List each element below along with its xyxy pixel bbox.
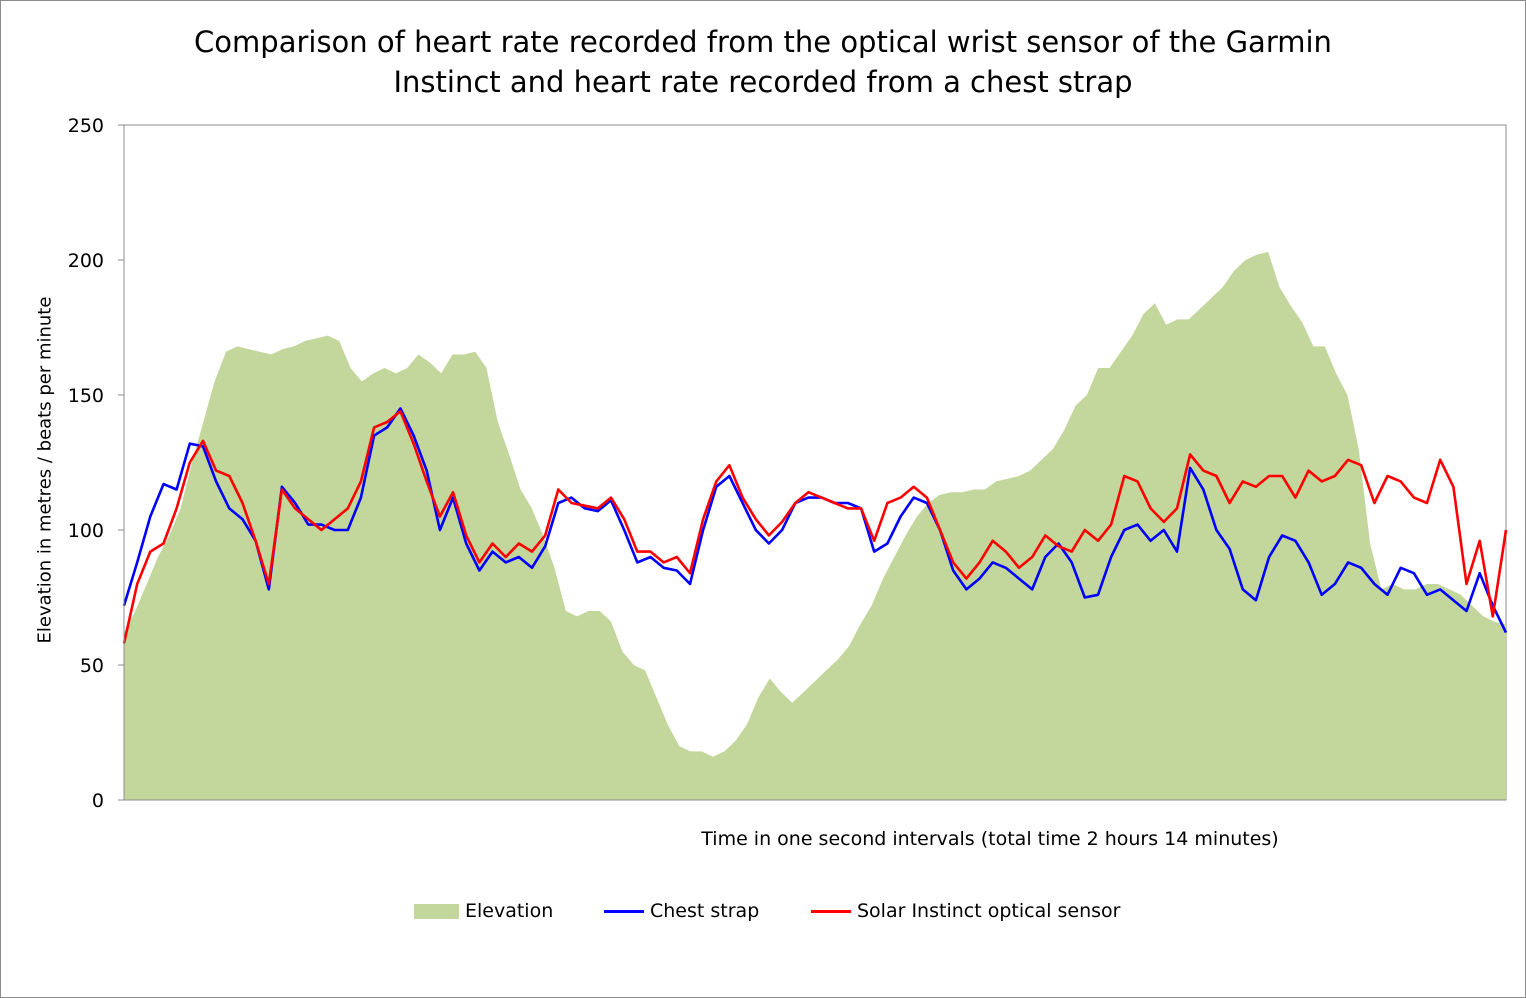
y-tick-label: 50	[80, 655, 104, 677]
legend-swatch-solar-instinct	[811, 909, 851, 913]
chart-title-line-1: Comparison of heart rate recorded from t…	[194, 25, 1332, 59]
legend: Elevation Chest strap Solar Instinct opt…	[0, 898, 1526, 928]
series-chest-strap-line	[122, 407, 1508, 634]
series-elevation-area	[124, 251, 1506, 800]
y-tick-label: 150	[68, 385, 104, 407]
legend-label-chest-strap: Chest strap	[650, 900, 760, 922]
y-tick-label: 100	[68, 520, 104, 542]
legend-swatch-elevation	[414, 903, 459, 919]
x-axis-label: Time in one second intervals (total time…	[701, 828, 1279, 850]
y-tick-label: 0	[92, 790, 104, 812]
legend-item-solar-instinct: Solar Instinct optical sensor	[811, 898, 1121, 924]
chart-title: Comparison of heart rate recorded from t…	[0, 22, 1526, 102]
chart-title-line-2: Instinct and heart rate recorded from a …	[393, 65, 1133, 99]
legend-swatch-chest-strap	[604, 909, 644, 913]
y-tick-label: 250	[68, 115, 104, 137]
legend-label-elevation: Elevation	[465, 900, 554, 922]
legend-label-solar-instinct: Solar Instinct optical sensor	[857, 900, 1121, 922]
series-solar-instinct-optical-sensor-line	[122, 409, 1508, 644]
legend-item-chest-strap: Chest strap	[604, 898, 759, 924]
y-tick-label: 200	[68, 250, 104, 272]
legend-item-elevation: Elevation	[414, 898, 553, 924]
